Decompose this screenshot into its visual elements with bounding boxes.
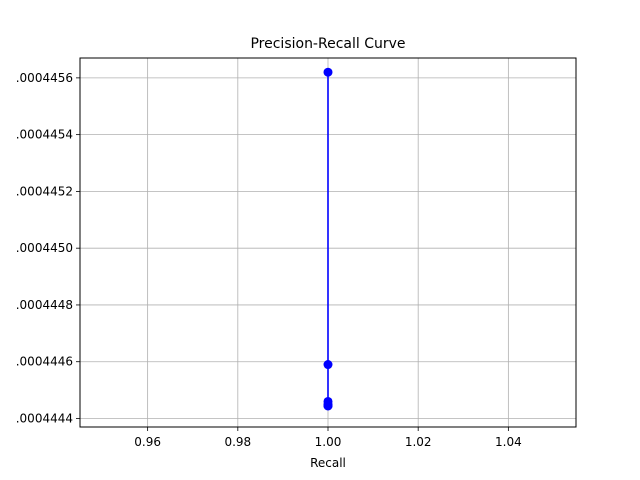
y-tick-label: .0004450 <box>16 241 73 255</box>
y-tick-label: .0004454 <box>16 128 73 142</box>
y-tick-label: .0004448 <box>16 298 73 312</box>
x-tick-label: 1.02 <box>405 435 432 449</box>
x-tick-label: 0.96 <box>134 435 161 449</box>
x-axis-label: Recall <box>310 456 346 470</box>
tick-layer: 0.96 0.98 1.00 1.02 1.04 .0004444 .0004446 .000… <box>16 71 522 449</box>
y-tick-label: .0004444 <box>16 411 73 425</box>
data-point <box>323 401 333 411</box>
y-tick-label: .0004452 <box>16 184 73 198</box>
x-tick-label: 1.04 <box>495 435 522 449</box>
series-layer <box>323 67 333 411</box>
chart-title: Precision-Recall Curve <box>250 36 405 52</box>
data-point <box>323 67 333 77</box>
x-tick-label: 0.98 <box>224 435 251 449</box>
y-tick-label: .0004456 <box>16 71 73 85</box>
y-tick-label: .0004446 <box>16 355 73 369</box>
x-tick-label: 1.00 <box>315 435 342 449</box>
data-point <box>323 360 333 370</box>
